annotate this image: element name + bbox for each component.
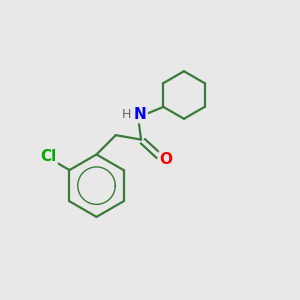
Text: O: O bbox=[159, 152, 172, 167]
Text: N: N bbox=[134, 107, 147, 122]
Text: Cl: Cl bbox=[40, 149, 57, 164]
Text: H: H bbox=[122, 108, 131, 121]
